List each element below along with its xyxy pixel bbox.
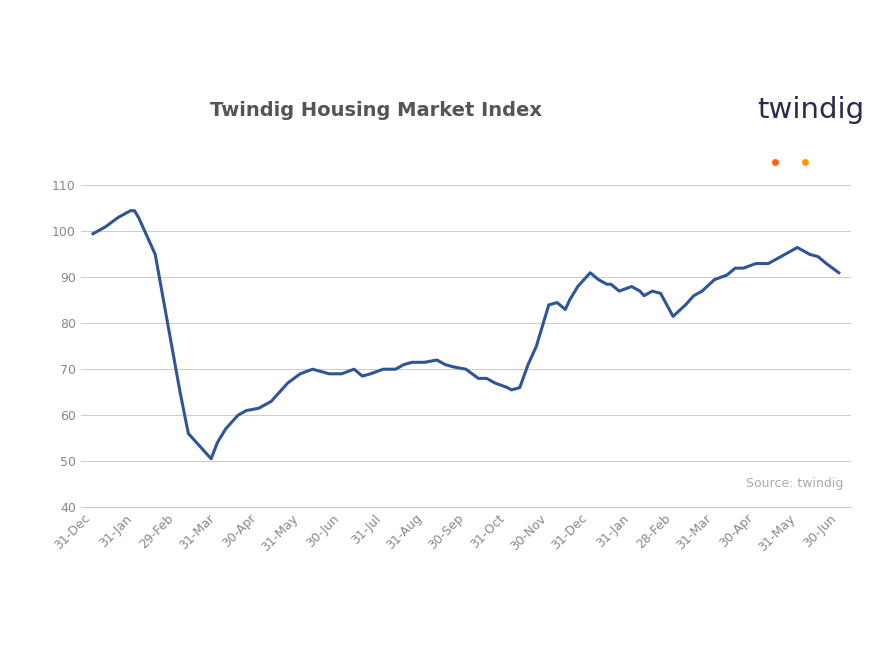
Text: Twindig Housing Market Index: Twindig Housing Market Index: [211, 101, 542, 120]
Text: twindig: twindig: [757, 96, 865, 125]
Text: Source: twindig: Source: twindig: [746, 477, 843, 490]
